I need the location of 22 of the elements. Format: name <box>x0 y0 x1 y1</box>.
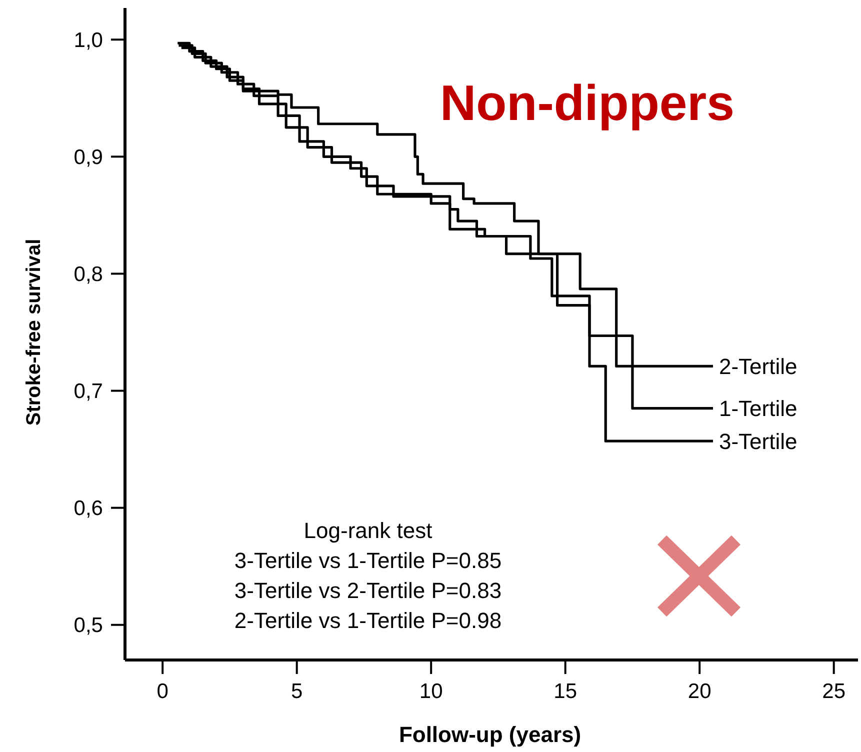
series-label: 2-Tertile <box>719 354 798 379</box>
y-tick-label: 0,8 <box>74 263 103 286</box>
series-label: 1-Tertile <box>719 396 798 422</box>
x-tick-label: 5 <box>290 680 303 703</box>
annotation: 2-Tertile vs 1-Tertile P=0.98 <box>234 608 502 633</box>
y-tick-label: 0,6 <box>74 497 103 520</box>
y-tick-label: 0,7 <box>74 380 103 404</box>
series-label: 3-Tertile <box>719 428 798 454</box>
y-tick-label: 0,5 <box>74 614 103 638</box>
x-tick-label: 0 <box>156 680 168 703</box>
x-tick-label: 10 <box>419 680 443 703</box>
y-axis-title: Stroke-free survival <box>23 238 45 426</box>
annotation: 3-Tertile vs 2-Tertile P=0.83 <box>234 578 502 603</box>
y-tick-label: 1,0 <box>74 28 103 52</box>
x-tick-label: 25 <box>822 680 846 703</box>
annotation: Log-rank test <box>304 518 432 543</box>
x-tick-label: 15 <box>554 680 578 703</box>
text: Non-dippers <box>440 75 734 131</box>
x-axis-title: Follow-up (years) <box>398 722 582 747</box>
x-tick-label: 20 <box>688 680 712 703</box>
y-tick-label: 0,9 <box>74 146 103 170</box>
annotation: 3-Tertile vs 1-Tertile P=0.85 <box>234 548 502 573</box>
